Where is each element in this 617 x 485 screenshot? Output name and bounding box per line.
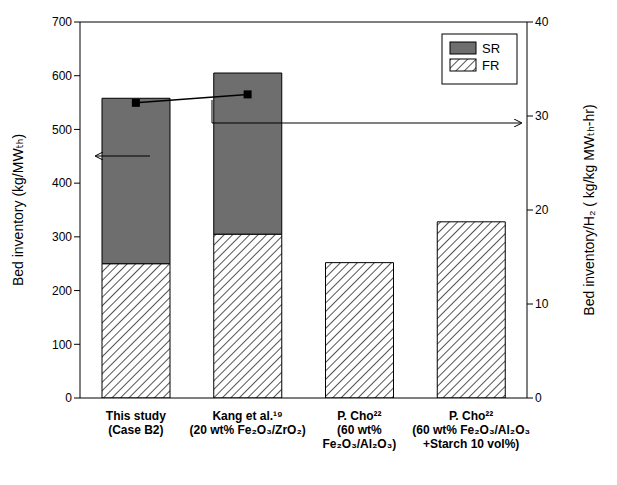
svg-text:600: 600 [52, 69, 72, 83]
svg-text:500: 500 [52, 123, 72, 137]
svg-text:700: 700 [52, 15, 72, 29]
svg-text:300: 300 [52, 230, 72, 244]
svg-text:30: 30 [535, 109, 549, 123]
svg-text:200: 200 [52, 284, 72, 298]
svg-text:100: 100 [52, 338, 72, 352]
svg-text:40: 40 [535, 15, 549, 29]
svg-text:Kang et al.¹⁹(20 wt% Fe₂O₃/ZrO: Kang et al.¹⁹(20 wt% Fe₂O₃/ZrO₂) [190, 409, 306, 437]
svg-text:FR: FR [482, 58, 499, 73]
svg-text:Bed inventory/H₂ ( kg/kg MWₜₕ-: Bed inventory/H₂ ( kg/kg MWₜₕ-hr) [581, 104, 597, 315]
svg-text:400: 400 [52, 176, 72, 190]
svg-text:10: 10 [535, 297, 549, 311]
svg-text:P. Cho²²(60 wt%Fe₂O₃/Al₂O₃): P. Cho²²(60 wt%Fe₂O₃/Al₂O₃) [322, 409, 396, 451]
svg-text:Bed inventory (kg/MWₜₕ): Bed inventory (kg/MWₜₕ) [10, 134, 26, 286]
svg-text:P. Cho²²(60 wt% Fe₂O₃/Al₂O₃+St: P. Cho²²(60 wt% Fe₂O₃/Al₂O₃+Starch 10 vo… [412, 409, 530, 451]
svg-text:20: 20 [535, 203, 549, 217]
svg-text:0: 0 [65, 391, 72, 405]
svg-text:SR: SR [482, 41, 500, 56]
svg-text:This study(Case B2): This study(Case B2) [106, 409, 166, 437]
svg-text:0: 0 [535, 391, 542, 405]
